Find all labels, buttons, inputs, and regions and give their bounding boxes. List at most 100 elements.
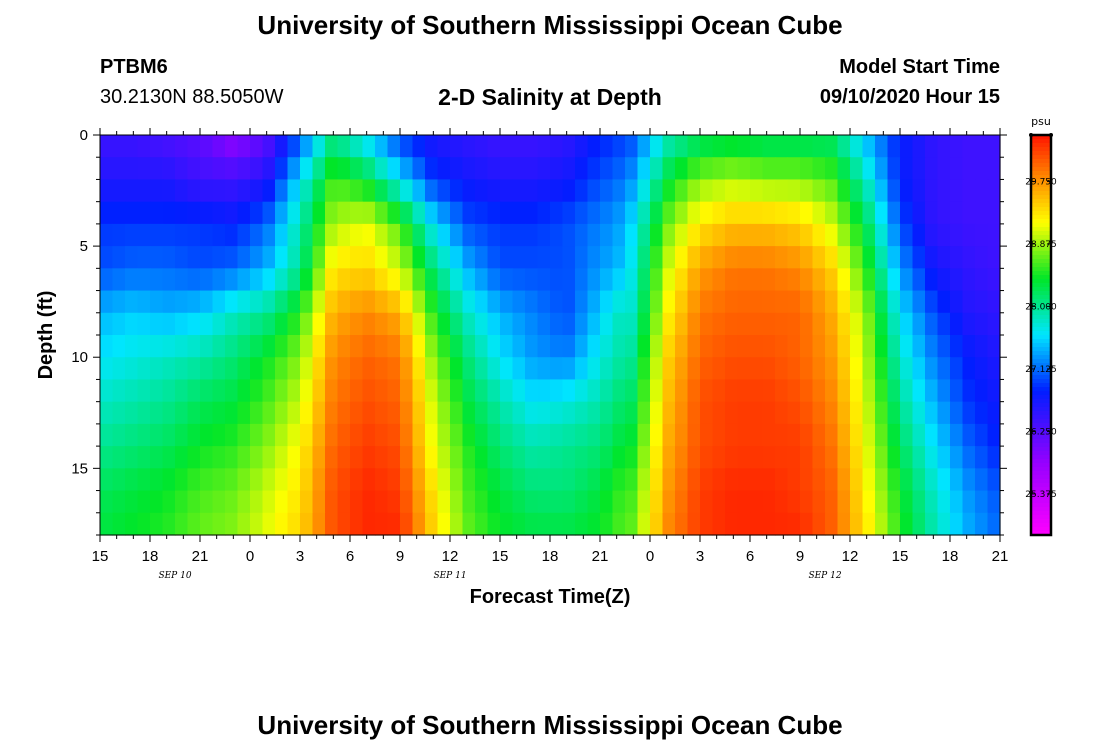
heatmap-cell [362, 512, 376, 536]
heatmap-cell [762, 201, 776, 225]
heatmap-cell [800, 246, 814, 269]
heatmap-cell [925, 157, 939, 181]
heatmap-cell [912, 246, 926, 269]
heatmap-cell [125, 468, 139, 492]
heatmap-cell [562, 179, 576, 203]
heatmap-cell [962, 379, 976, 403]
heatmap-cell [387, 379, 401, 403]
heatmap-cell [925, 468, 939, 492]
heatmap-cell [437, 357, 451, 381]
heatmap-cell [312, 468, 326, 492]
heatmap-cell [187, 157, 201, 181]
heatmap-cell [737, 179, 751, 203]
heatmap-cell [100, 268, 114, 292]
heatmap-cell [737, 446, 751, 469]
heatmap-cell [887, 179, 901, 203]
colorbar-segment [1031, 427, 1051, 432]
heatmap-cell [812, 335, 826, 358]
heatmap-cell [375, 490, 389, 514]
heatmap-cell [625, 268, 639, 292]
heatmap-cell [225, 201, 239, 225]
heatmap-cell [587, 179, 601, 203]
heatmap-cell [312, 246, 326, 269]
heatmap-cell [712, 357, 726, 381]
heatmap-cell [187, 201, 201, 225]
x-tick-label: 21 [192, 548, 209, 565]
heatmap-cell [362, 335, 376, 358]
heatmap-cell [650, 179, 664, 203]
heatmap-cell [875, 512, 889, 536]
heatmap-cell [775, 179, 789, 203]
heatmap-cell [187, 179, 201, 203]
heatmap-cell [425, 490, 439, 514]
heatmap-cell [987, 335, 1001, 358]
heatmap-cell [562, 512, 576, 536]
heatmap-cell [262, 268, 276, 292]
heatmap-cell [362, 179, 376, 203]
heatmap-cell [775, 379, 789, 403]
heatmap-cell [450, 201, 464, 225]
heatmap-cell [525, 379, 539, 403]
heatmap-cell [562, 490, 576, 514]
heatmap-cell [750, 401, 764, 425]
heatmap-cell [537, 468, 551, 492]
heatmap-cell [237, 401, 251, 425]
heatmap-cell [162, 223, 176, 247]
heatmap-cell [187, 290, 201, 314]
heatmap-cell [550, 157, 564, 181]
heatmap-cell [725, 246, 739, 269]
heatmap-cell [862, 490, 876, 514]
heatmap-cell [225, 357, 239, 381]
heatmap-cell [312, 401, 326, 425]
heatmap-cell [875, 290, 889, 314]
heatmap-cell [437, 201, 451, 225]
heatmap-cell [275, 335, 289, 358]
heatmap-cell [337, 246, 351, 269]
heatmap-cell [837, 268, 851, 292]
heatmap-cell [112, 201, 126, 225]
colorbar-segment [1031, 483, 1051, 488]
heatmap-cell [362, 490, 376, 514]
heatmap-cell [450, 157, 464, 181]
heatmap-cell [225, 268, 239, 292]
heatmap-cell [200, 512, 214, 536]
heatmap-cell [350, 401, 364, 425]
heatmap-cell [975, 357, 989, 381]
heatmap-cell [612, 335, 626, 358]
heatmap-cell [162, 423, 176, 447]
heatmap-cell [237, 290, 251, 314]
heatmap-cell [350, 468, 364, 492]
heatmap-cell [625, 135, 639, 158]
heatmap-cell [425, 223, 439, 247]
heatmap-cell [412, 268, 426, 292]
heatmap-cell [762, 157, 776, 181]
heatmap-cell [375, 268, 389, 292]
heatmap-cell [175, 423, 189, 447]
heatmap-cell [637, 135, 651, 158]
heatmap-cell [137, 379, 151, 403]
heatmap-cell [125, 401, 139, 425]
heatmap-cell [162, 135, 176, 158]
heatmap-cell [937, 223, 951, 247]
heatmap-cell [737, 223, 751, 247]
heatmap-cell [125, 268, 139, 292]
colorbar-segment [1031, 459, 1051, 464]
heatmap-cell [650, 246, 664, 269]
heatmap-cell [887, 423, 901, 447]
heatmap-cell [150, 401, 164, 425]
heatmap-cell [162, 201, 176, 225]
heatmap-cell [900, 135, 914, 158]
heatmap-cell [487, 357, 501, 381]
heatmap-cell [187, 223, 201, 247]
heatmap-cell [750, 290, 764, 314]
heatmap-cell [187, 335, 201, 358]
heatmap-cell [387, 290, 401, 314]
heatmap-cell [800, 335, 814, 358]
heatmap-cell [150, 312, 164, 336]
heatmap-cell [587, 268, 601, 292]
heatmap-cell [500, 157, 514, 181]
heatmap-cell [625, 157, 639, 181]
heatmap-cell [187, 357, 201, 381]
heatmap-cell [250, 179, 264, 203]
heatmap-cell [325, 157, 339, 181]
